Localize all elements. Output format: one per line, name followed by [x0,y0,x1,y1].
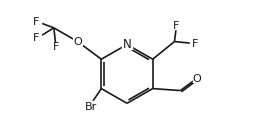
Text: F: F [33,33,39,43]
Bar [33,34,41,41]
Text: F: F [192,39,198,49]
Bar [122,40,132,49]
Text: Br: Br [85,102,98,112]
Bar [33,18,41,25]
Bar [83,101,99,109]
Text: F: F [173,21,180,31]
Bar [73,38,82,46]
Bar [193,75,201,82]
Bar [173,22,180,29]
Text: O: O [193,74,201,84]
Bar [52,43,60,50]
Text: N: N [123,38,131,51]
Bar [190,40,198,47]
Text: F: F [33,17,39,27]
Text: F: F [53,43,59,52]
Text: O: O [73,37,82,47]
